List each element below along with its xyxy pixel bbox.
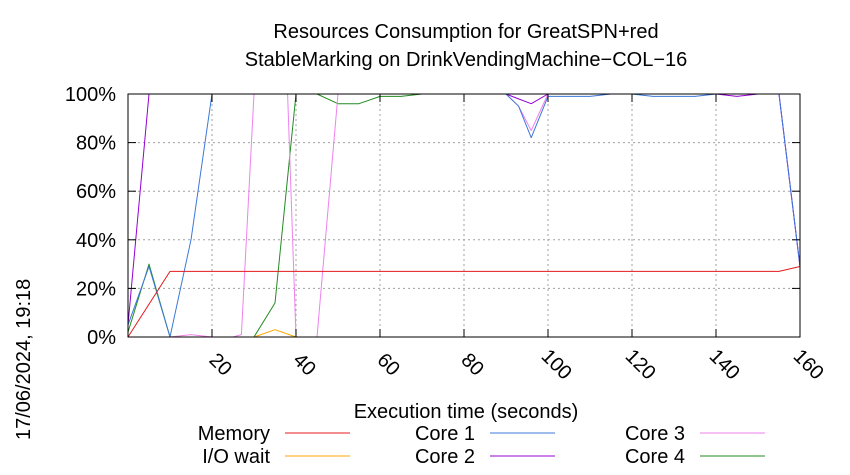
chart-title-line-2: StableMarking on DrinkVendingMachine−COL… xyxy=(245,49,688,71)
y-tick-label: 60% xyxy=(76,181,116,203)
legend-label-i-o-wait: I/O wait xyxy=(202,446,270,468)
legend-label-core-1: Core 1 xyxy=(415,423,475,445)
x-tick-label: 60 xyxy=(373,349,404,380)
y-tick-label: 20% xyxy=(76,278,116,300)
y-tick-label: 40% xyxy=(76,230,116,252)
x-axis-ticks: 20 40 60 80 100 120 140 160 xyxy=(205,94,828,384)
x-tick-label: 40 xyxy=(289,349,320,380)
chart-title-line-1: Resources Consumption for GreatSPN+red xyxy=(273,21,658,43)
x-tick-label: 100 xyxy=(537,345,576,384)
y-tick-label: 100% xyxy=(65,84,116,106)
legend-label-core-3: Core 3 xyxy=(625,423,685,445)
legend-label-core-2: Core 2 xyxy=(415,446,475,468)
series-line-i-o-wait xyxy=(128,329,305,338)
y-tick-label: 80% xyxy=(76,133,116,155)
x-tick-label: 20 xyxy=(205,349,236,380)
timestamp: 17/06/2024, 19:18 xyxy=(13,279,35,440)
x-axis-label: Execution time (seconds) xyxy=(354,401,579,423)
y-axis-ticks: 0% 20% 40% 60% 80% 100% xyxy=(65,84,800,349)
gridlines xyxy=(128,94,800,337)
legend-label-memory: Memory xyxy=(198,423,270,445)
x-tick-label: 160 xyxy=(789,345,828,384)
legend-label-core-4: Core 4 xyxy=(625,446,685,468)
x-tick-label: 140 xyxy=(705,345,744,384)
series-line-memory xyxy=(127,266,801,338)
x-tick-label: 120 xyxy=(621,345,660,384)
x-tick-label: 80 xyxy=(457,349,488,380)
y-tick-label: 0% xyxy=(87,327,116,349)
